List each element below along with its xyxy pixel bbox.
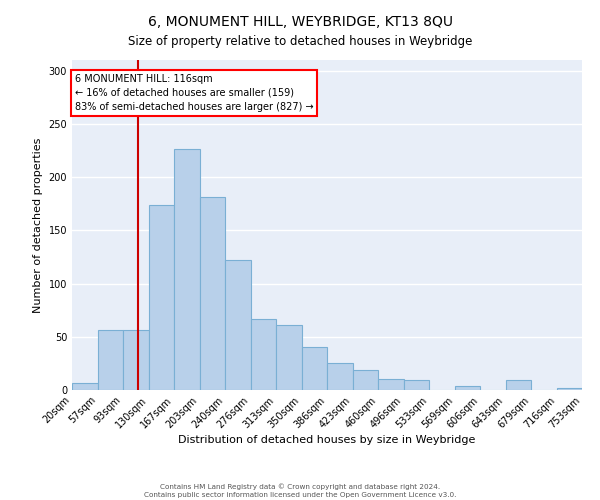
Bar bbox=[505, 380, 531, 390]
Bar bbox=[251, 318, 276, 390]
Bar bbox=[302, 348, 327, 390]
Bar bbox=[123, 330, 149, 390]
Bar bbox=[557, 388, 582, 390]
Text: Contains HM Land Registry data © Crown copyright and database right 2024.
Contai: Contains HM Land Registry data © Crown c… bbox=[144, 484, 456, 498]
Bar bbox=[72, 382, 97, 390]
Bar bbox=[225, 260, 251, 390]
Bar bbox=[378, 380, 404, 390]
X-axis label: Distribution of detached houses by size in Weybridge: Distribution of detached houses by size … bbox=[178, 436, 476, 446]
Text: 6 MONUMENT HILL: 116sqm
← 16% of detached houses are smaller (159)
83% of semi-d: 6 MONUMENT HILL: 116sqm ← 16% of detache… bbox=[75, 74, 313, 112]
Bar bbox=[353, 370, 378, 390]
Text: Size of property relative to detached houses in Weybridge: Size of property relative to detached ho… bbox=[128, 35, 472, 48]
Bar bbox=[404, 380, 429, 390]
Bar bbox=[276, 325, 302, 390]
Bar bbox=[327, 364, 353, 390]
Bar bbox=[97, 330, 123, 390]
Bar bbox=[200, 198, 225, 390]
Bar bbox=[149, 205, 174, 390]
Y-axis label: Number of detached properties: Number of detached properties bbox=[33, 138, 43, 312]
Bar bbox=[174, 150, 199, 390]
Text: 6, MONUMENT HILL, WEYBRIDGE, KT13 8QU: 6, MONUMENT HILL, WEYBRIDGE, KT13 8QU bbox=[148, 15, 452, 29]
Bar bbox=[455, 386, 480, 390]
